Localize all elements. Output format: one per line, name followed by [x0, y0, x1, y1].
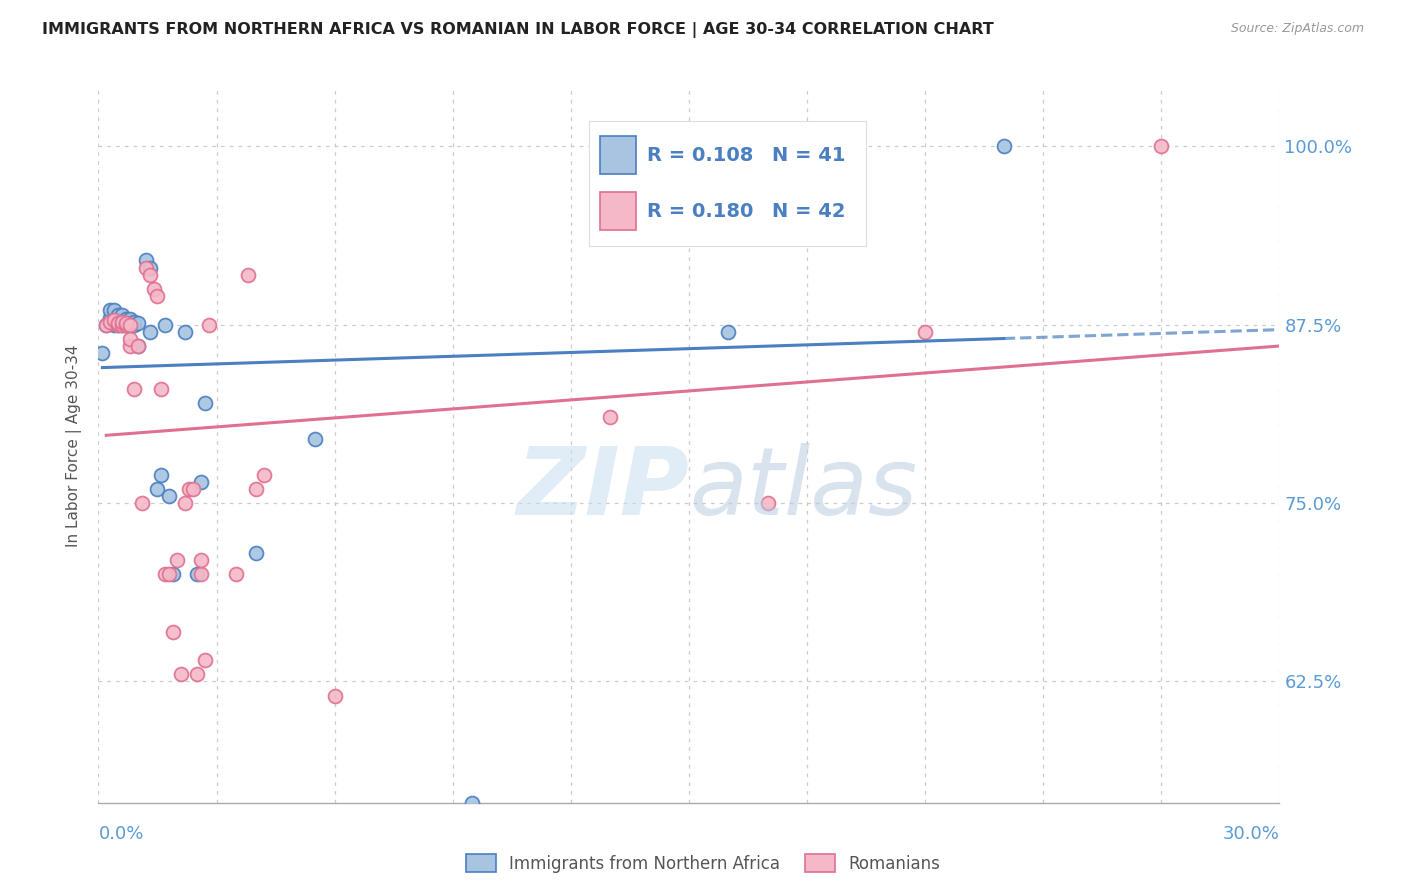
Point — [135, 253, 157, 268]
Point — [190, 567, 212, 582]
Point — [103, 318, 125, 332]
Point — [138, 268, 160, 282]
Point — [111, 313, 134, 327]
Point — [225, 567, 247, 582]
Point — [107, 318, 129, 332]
Point — [157, 567, 180, 582]
Point — [162, 567, 184, 582]
Text: Source: ZipAtlas.com: Source: ZipAtlas.com — [1230, 22, 1364, 36]
Point — [118, 318, 141, 332]
Point — [118, 315, 141, 329]
Point — [122, 318, 145, 332]
Text: ZIP: ZIP — [516, 442, 689, 535]
Point — [118, 312, 141, 326]
Point — [197, 318, 219, 332]
Point — [131, 496, 153, 510]
Point — [127, 339, 149, 353]
Point — [162, 624, 184, 639]
Point — [245, 482, 267, 496]
Point — [107, 318, 129, 332]
Point — [190, 553, 212, 567]
Point — [115, 315, 138, 329]
Point — [170, 667, 193, 681]
Point — [146, 482, 169, 496]
Text: 30.0%: 30.0% — [1223, 825, 1279, 843]
Point — [98, 303, 121, 318]
Point — [1150, 139, 1173, 153]
Point — [186, 567, 208, 582]
Point — [111, 315, 134, 329]
Point — [103, 310, 125, 325]
Point — [155, 318, 177, 332]
Point — [98, 315, 121, 329]
Point — [135, 260, 157, 275]
Point — [118, 339, 141, 353]
Point — [107, 308, 129, 322]
Point — [122, 315, 145, 329]
Point — [186, 667, 208, 681]
Point — [122, 382, 145, 396]
Point — [103, 313, 125, 327]
Point — [461, 796, 484, 810]
Point — [138, 260, 160, 275]
Point — [993, 139, 1015, 153]
Point — [194, 396, 217, 410]
Point — [96, 318, 118, 332]
Point — [638, 225, 661, 239]
Point — [115, 316, 138, 330]
Y-axis label: In Labor Force | Age 30-34: In Labor Force | Age 30-34 — [66, 344, 83, 548]
Point — [166, 553, 188, 567]
Point — [115, 318, 138, 332]
Point — [323, 689, 346, 703]
Legend: Immigrants from Northern Africa, Romanians: Immigrants from Northern Africa, Romania… — [460, 847, 946, 880]
Point — [174, 325, 197, 339]
Point — [111, 318, 134, 332]
Point — [194, 653, 217, 667]
Point — [103, 303, 125, 318]
Text: atlas: atlas — [689, 443, 917, 534]
Point — [717, 325, 740, 339]
Point — [157, 489, 180, 503]
Point — [236, 268, 259, 282]
Point — [107, 313, 129, 327]
Point — [756, 496, 779, 510]
Point — [150, 382, 173, 396]
Point — [138, 325, 160, 339]
Point — [599, 410, 621, 425]
Point — [190, 475, 212, 489]
Point — [127, 316, 149, 330]
Point — [91, 346, 114, 360]
Point — [111, 308, 134, 322]
Point — [118, 332, 141, 346]
Text: IMMIGRANTS FROM NORTHERN AFRICA VS ROMANIAN IN LABOR FORCE | AGE 30-34 CORRELATI: IMMIGRANTS FROM NORTHERN AFRICA VS ROMAN… — [42, 22, 994, 38]
Point — [118, 318, 141, 332]
Point — [150, 467, 173, 482]
Point — [115, 312, 138, 326]
Point — [115, 318, 138, 332]
Point — [253, 467, 276, 482]
Point — [155, 567, 177, 582]
Point — [142, 282, 165, 296]
Point — [146, 289, 169, 303]
Point — [304, 432, 326, 446]
Point — [96, 318, 118, 332]
Point — [111, 318, 134, 332]
Point — [181, 482, 204, 496]
Point — [245, 546, 267, 560]
Point — [127, 339, 149, 353]
Point — [177, 482, 200, 496]
Point — [174, 496, 197, 510]
Point — [107, 316, 129, 330]
Text: 0.0%: 0.0% — [98, 825, 143, 843]
Point — [914, 325, 936, 339]
Point — [98, 310, 121, 325]
